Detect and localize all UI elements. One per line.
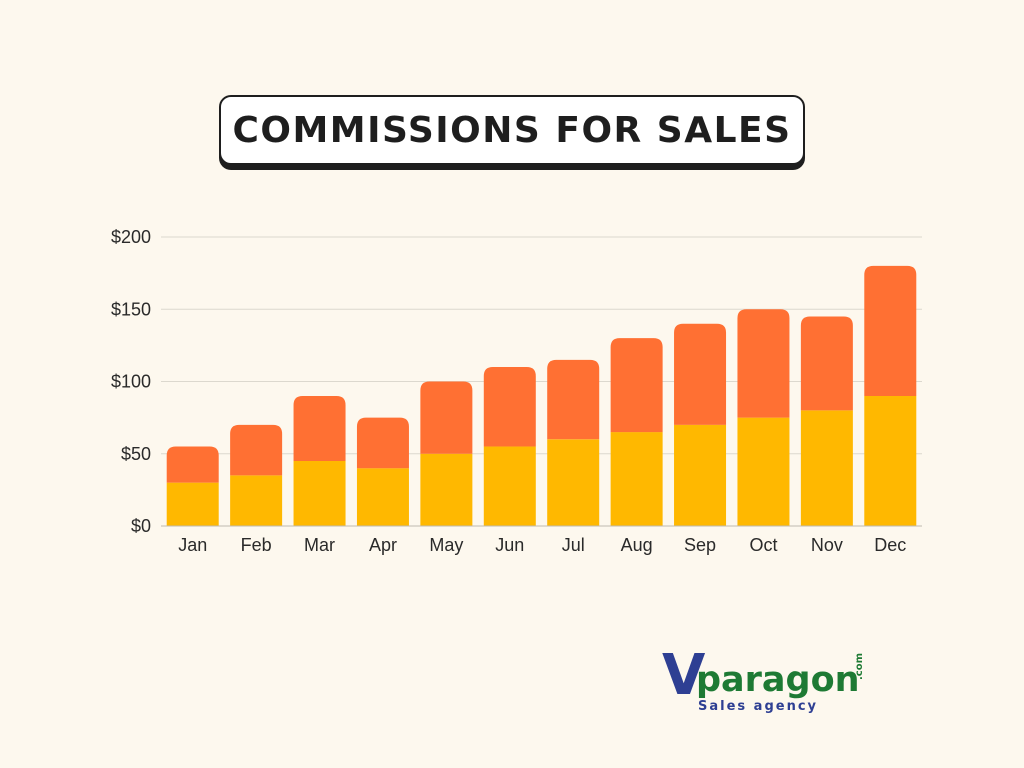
bar-segment (420, 453, 473, 526)
x-tick-label: Sep (684, 535, 716, 555)
bar-segment (293, 395, 346, 461)
bar-segment (864, 265, 917, 396)
bar-segment (293, 460, 346, 526)
bar-segment (166, 482, 219, 526)
x-tick-label: Apr (369, 535, 397, 555)
bar-segment (610, 338, 663, 433)
y-axis-ticks: $0 $50 $100 $150 $200 (111, 227, 151, 536)
bar-segment (547, 359, 600, 440)
grid-lines (161, 236, 922, 455)
bar-segment (166, 446, 219, 483)
x-axis-ticks: Jan Feb Mar Apr May Jun Jul Aug Sep Oct Nov Dec (178, 535, 906, 555)
bar-segment (737, 417, 790, 526)
x-tick-label: May (429, 535, 463, 555)
logo-suffix: .com (854, 653, 865, 680)
vparagon-logo: V paragon .com Sales agency (662, 643, 865, 714)
x-tick-label: Jun (495, 535, 524, 555)
bar-segment (674, 323, 727, 425)
bar-segment (483, 446, 536, 526)
x-tick-label: Nov (811, 535, 843, 555)
bar-segment (356, 468, 409, 526)
logo-name: paragon (696, 660, 860, 700)
y-tick-label: $200 (111, 227, 151, 247)
logo-tagline: Sales agency (698, 699, 818, 714)
bar-segment (483, 367, 536, 447)
bar-segment (420, 381, 473, 454)
x-tick-label: Jan (178, 535, 207, 555)
bar-segment (800, 410, 853, 526)
x-tick-label: Mar (304, 535, 335, 555)
bar-segment (800, 316, 853, 411)
x-tick-label: Jul (562, 535, 585, 555)
bar-segment (610, 432, 663, 526)
x-tick-label: Aug (621, 535, 653, 555)
bar-segment (356, 417, 409, 469)
x-tick-label: Oct (749, 535, 777, 555)
bar-segment (737, 309, 790, 418)
bar-segment (230, 424, 283, 476)
y-tick-label: $100 (111, 372, 151, 392)
y-tick-label: $150 (111, 299, 151, 319)
bar-segment (230, 475, 283, 526)
chart-title: COMMISSIONS FOR SALES (232, 109, 792, 151)
x-tick-label: Feb (241, 535, 272, 555)
logo-mark: V (662, 643, 706, 708)
bar-segment (547, 439, 600, 526)
x-tick-label: Dec (874, 535, 906, 555)
bars (166, 265, 917, 526)
chart-title-box: COMMISSIONS FOR SALES (219, 95, 805, 165)
y-tick-label: $50 (121, 444, 151, 464)
bar-segment (864, 395, 917, 526)
y-tick-label: $0 (131, 516, 151, 536)
bar-segment (674, 424, 727, 526)
